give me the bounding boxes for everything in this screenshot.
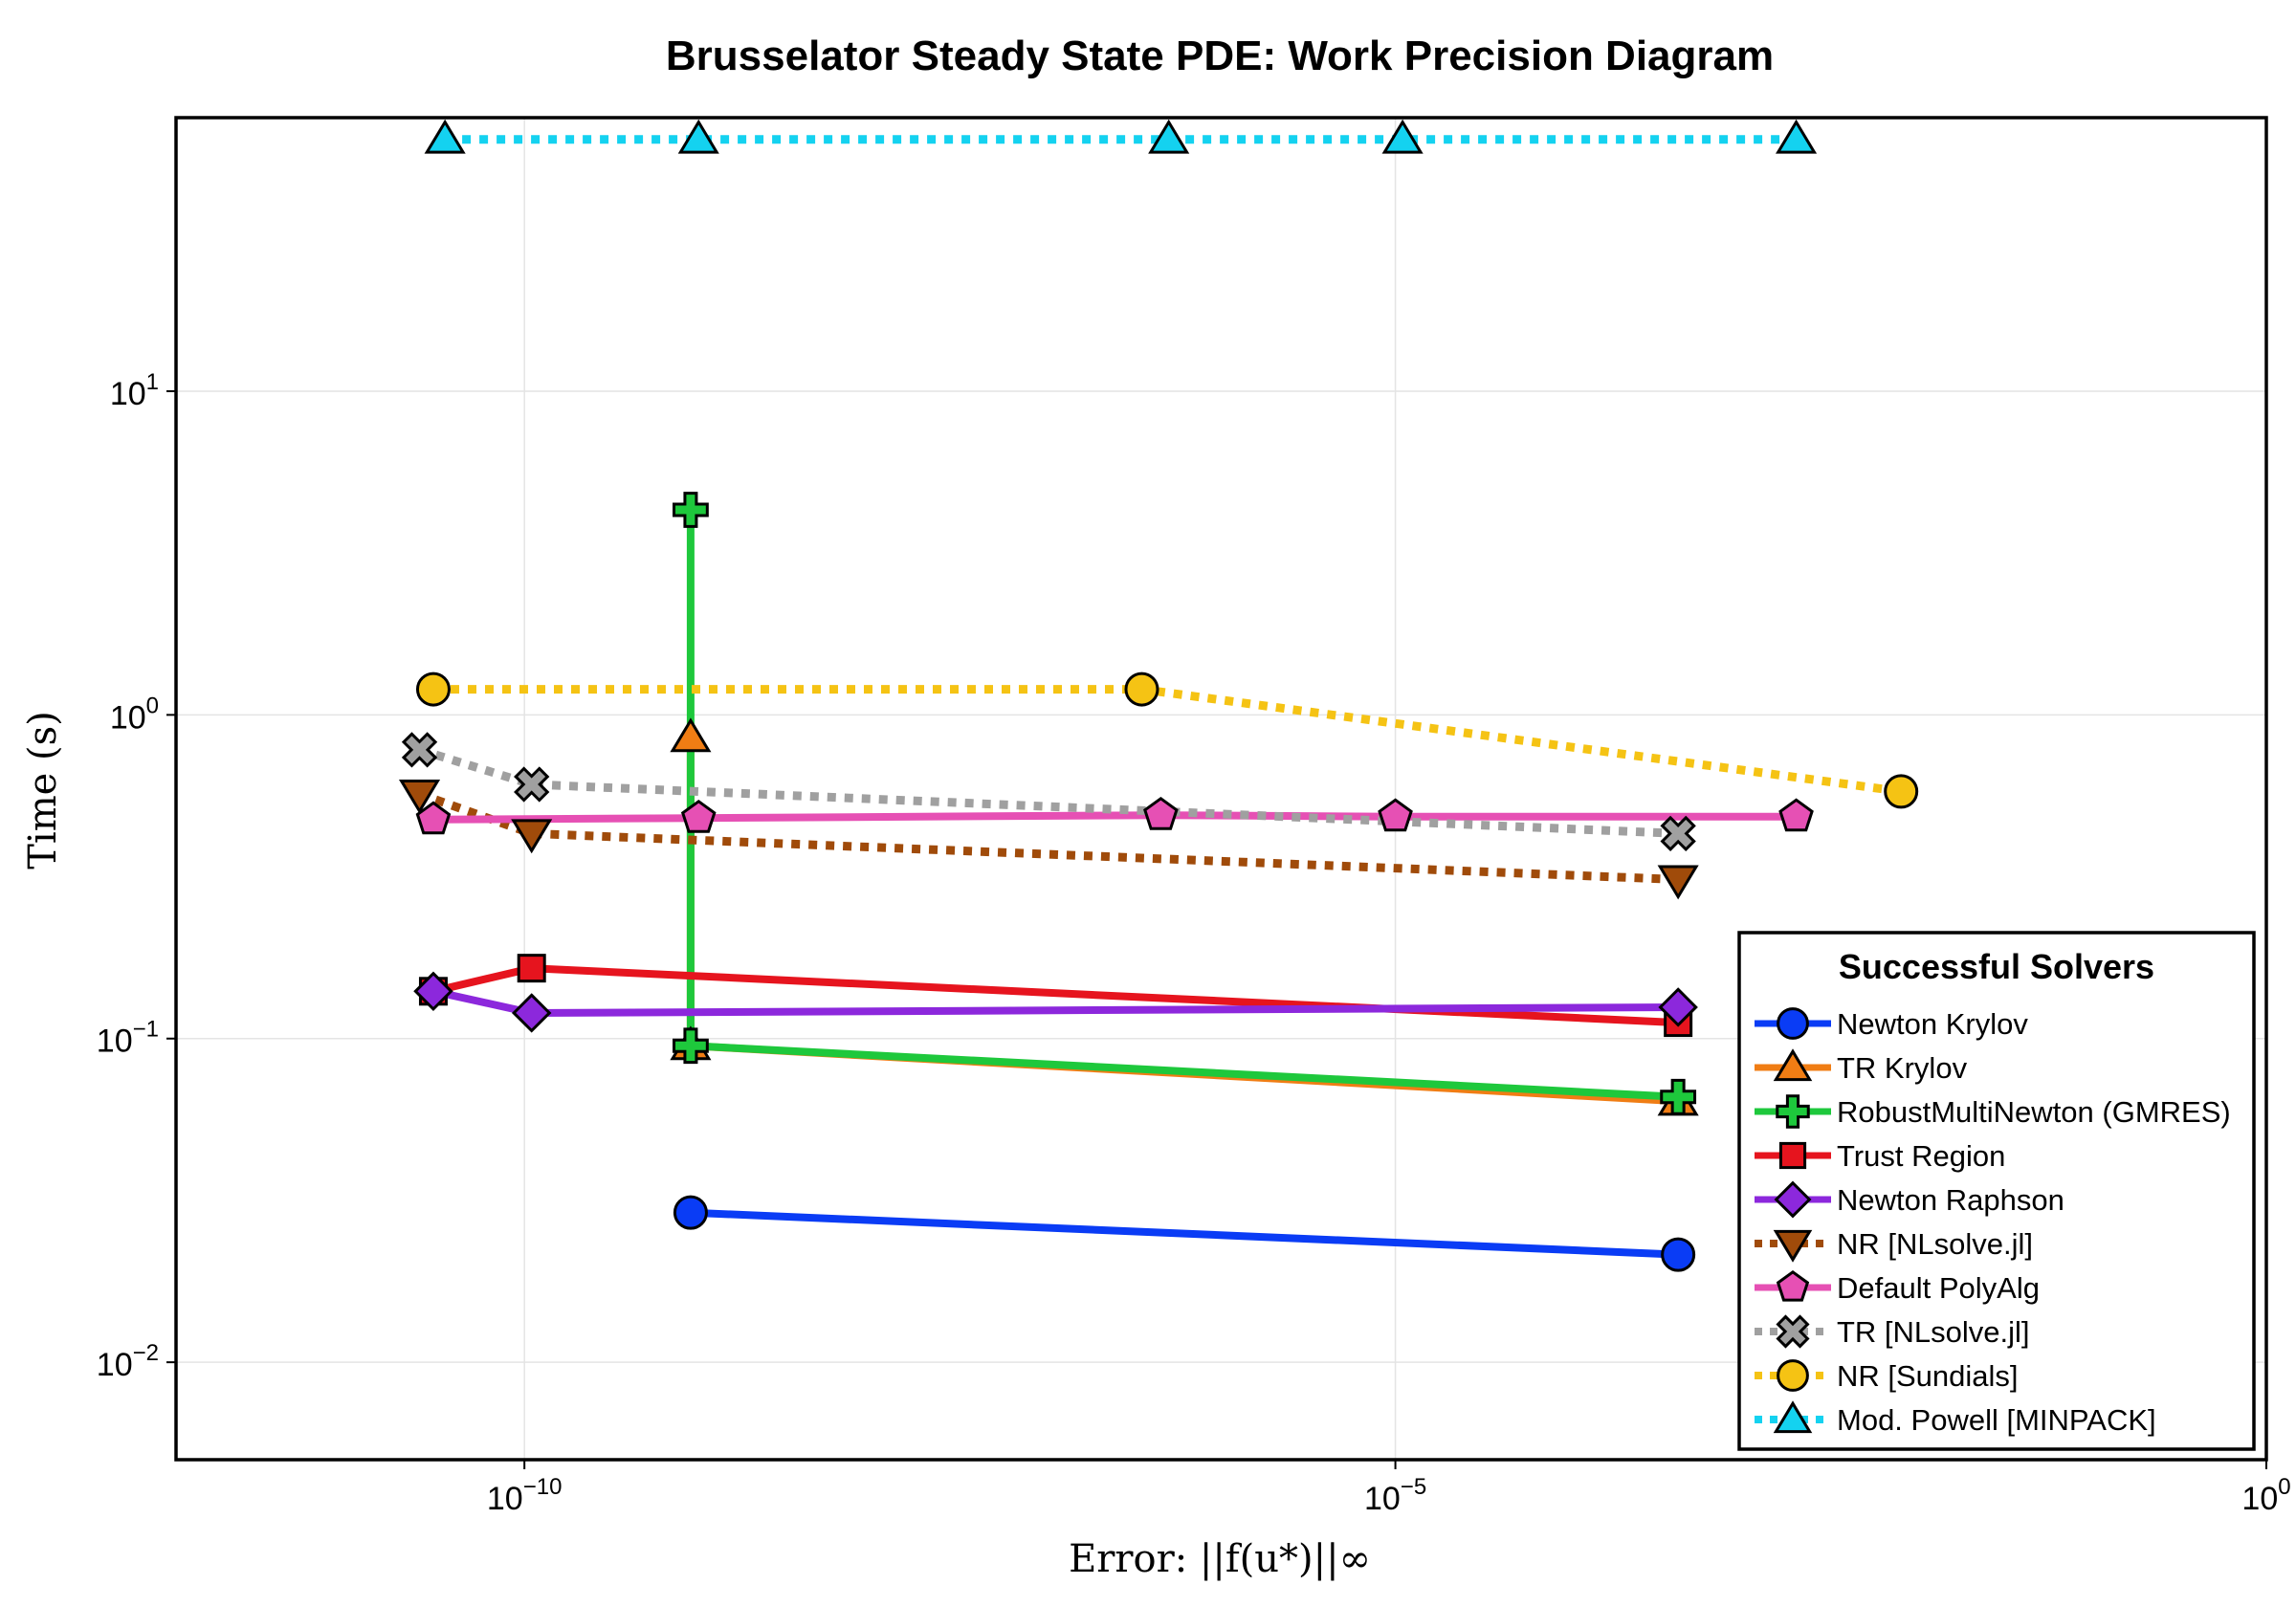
data-point xyxy=(1776,119,1818,154)
legend-item: RobustMultiNewton (GMRES) xyxy=(1755,1094,2231,1129)
y-tick-label: 10−2 xyxy=(97,1340,159,1383)
data-point xyxy=(424,119,466,154)
y-tick-label: 101 xyxy=(110,369,159,412)
data-point xyxy=(1143,796,1179,830)
legend-item: NR [Sundials] xyxy=(1755,1359,2019,1393)
legend-marker xyxy=(1776,1269,1810,1302)
legend: Successful Solvers Newton Krylov TR Krylo… xyxy=(1737,931,2256,1451)
data-point xyxy=(398,779,441,814)
data-point xyxy=(1658,987,1698,1027)
data-point xyxy=(677,119,719,154)
data-point xyxy=(1381,119,1424,154)
data-point xyxy=(673,1195,708,1230)
legend-label: Newton Raphson xyxy=(1837,1183,2064,1217)
x-tick-label: 10−10 xyxy=(487,1474,563,1517)
chart-title: Brusselator Steady State PDE: Work Preci… xyxy=(666,33,1774,79)
legend-label: Trust Region xyxy=(1837,1139,2005,1173)
legend-item: TR [NLsolve.jl] xyxy=(1755,1314,2030,1349)
legend-item: NR [NLsolve.jl] xyxy=(1755,1227,2033,1263)
data-point xyxy=(1124,671,1159,707)
data-point xyxy=(415,801,452,835)
data-point xyxy=(1657,865,1699,900)
legend-label: NR [NLsolve.jl] xyxy=(1837,1227,2033,1261)
legend-item: Newton Krylov xyxy=(1755,1007,2028,1041)
legend-label: Newton Krylov xyxy=(1837,1007,2028,1041)
series-line xyxy=(686,737,1679,1106)
series-markers xyxy=(398,119,1919,1272)
data-point xyxy=(1778,798,1814,832)
y-axis-label: Time (s) xyxy=(21,711,65,870)
plot-frame xyxy=(174,116,2268,1462)
x-axis-label: Error: ||f(u*)||∞ xyxy=(1069,1537,1371,1581)
data-point xyxy=(1148,119,1190,154)
legend-label: RobustMultiNewton (GMRES) xyxy=(1837,1095,2231,1129)
data-point xyxy=(1661,1237,1696,1272)
legend-label: TR Krylov xyxy=(1837,1051,1968,1085)
data-point xyxy=(415,671,451,707)
data-point xyxy=(511,819,553,854)
legend-item: TR Krylov xyxy=(1755,1048,1968,1085)
data-point xyxy=(401,732,438,768)
data-point xyxy=(680,799,717,833)
legend-item: Default PolyAlg xyxy=(1755,1269,2040,1305)
legend-marker xyxy=(1778,1141,1807,1170)
data-point xyxy=(673,1027,709,1065)
data-point xyxy=(413,971,453,1012)
data-point xyxy=(1660,815,1696,852)
legend-marker xyxy=(1773,1229,1813,1263)
data-point xyxy=(514,766,550,803)
legend-label: Mod. Powell [MINPACK] xyxy=(1837,1403,2156,1437)
legend-marker xyxy=(1774,1180,1812,1219)
y-tick-label: 100 xyxy=(110,693,159,736)
x-tick-label: 100 xyxy=(2241,1474,2290,1517)
x-tick-label: 10−5 xyxy=(1364,1474,1426,1517)
data-point xyxy=(1884,774,1919,809)
data-point xyxy=(511,993,552,1033)
legend-item: Newton Raphson xyxy=(1755,1180,2064,1219)
series-line xyxy=(418,745,1679,838)
legend-marker xyxy=(1777,1007,1809,1040)
series-line xyxy=(690,1208,1679,1259)
legend-label: TR [NLsolve.jl] xyxy=(1837,1315,2030,1349)
series-line xyxy=(432,811,1797,824)
legend-marker xyxy=(1773,1048,1813,1082)
legend-marker xyxy=(1777,1359,1809,1392)
series-line xyxy=(433,685,1902,796)
data-point xyxy=(670,717,712,753)
data-point xyxy=(1660,1078,1697,1115)
axis-ticks: 10−10 10−5 100 10−2 10−1 100 101 xyxy=(97,369,2291,1517)
legend-title: Successful Solvers xyxy=(1839,947,2154,986)
legend-marker xyxy=(1773,1400,1813,1434)
data-point xyxy=(673,492,709,528)
data-point xyxy=(517,954,546,983)
series-line xyxy=(418,789,1679,884)
data-point xyxy=(1378,798,1413,832)
legend-box xyxy=(1737,931,2256,1451)
legend-label: NR [Sundials] xyxy=(1837,1359,2019,1393)
legend-marker xyxy=(1776,1094,1810,1129)
legend-item: Mod. Powell [MINPACK] xyxy=(1755,1400,2156,1437)
legend-items: Newton Krylov TR Krylov RobustMultiNewton … xyxy=(1755,1007,2231,1437)
legend-item: Trust Region xyxy=(1755,1139,2005,1173)
legend-label: Default PolyAlg xyxy=(1837,1271,2040,1305)
y-tick-label: 10−1 xyxy=(97,1017,159,1060)
legend-marker xyxy=(1776,1314,1810,1349)
